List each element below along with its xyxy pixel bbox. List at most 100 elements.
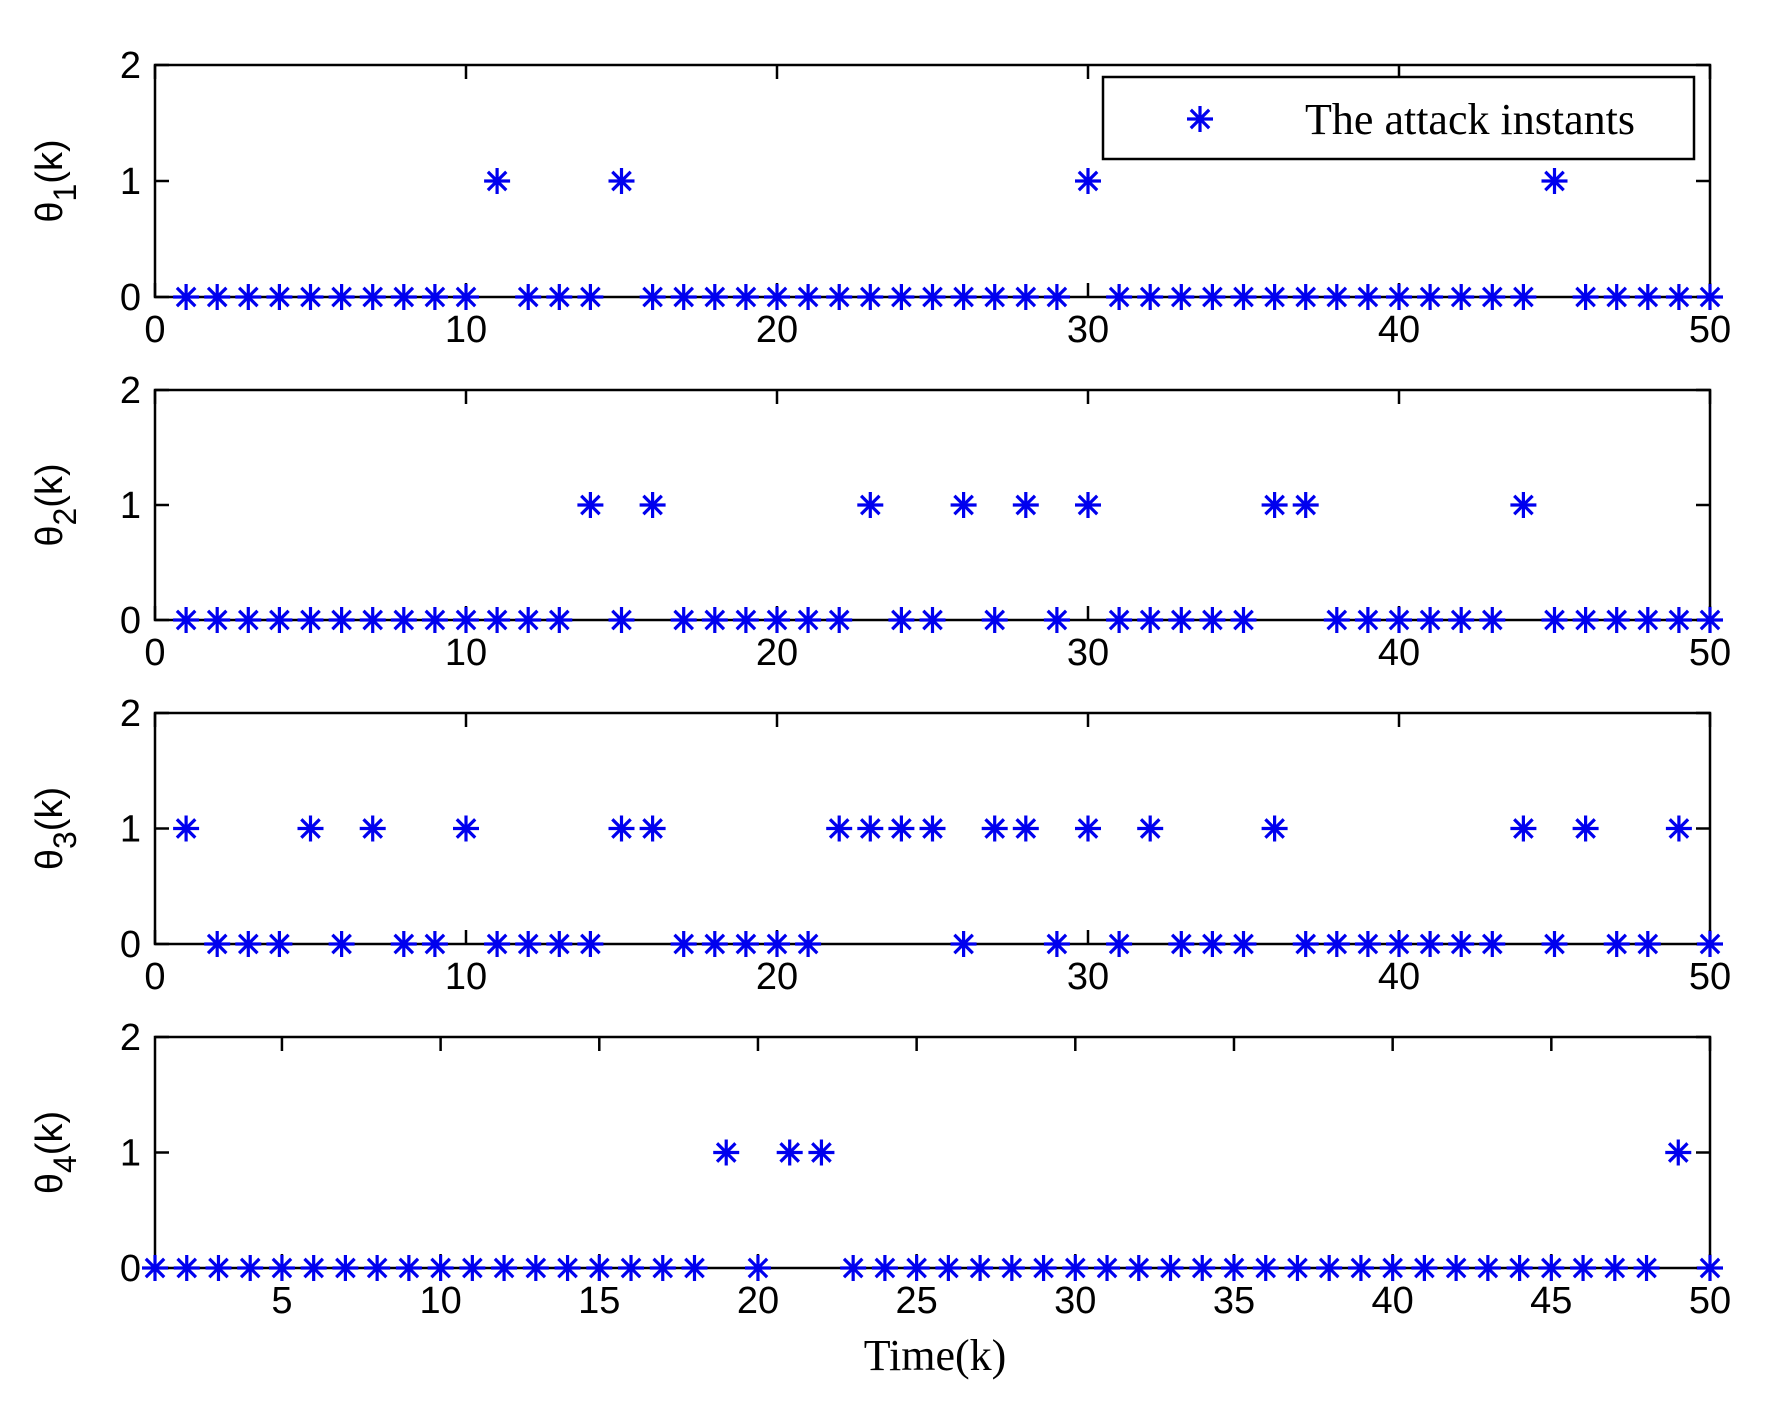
- data-point: [1443, 1255, 1470, 1281]
- data-point: [1043, 284, 1070, 310]
- data-point: [608, 168, 635, 194]
- data-point: [1199, 607, 1226, 633]
- data-point: [1633, 1255, 1660, 1281]
- data-point: [1479, 607, 1506, 633]
- y-tick-label: 1: [120, 809, 141, 851]
- data-point: [266, 607, 293, 633]
- data-point: [888, 815, 915, 842]
- data-point: [204, 607, 231, 633]
- data-point: [764, 284, 790, 310]
- data-point: [608, 815, 635, 842]
- data-point: [840, 1255, 867, 1281]
- x-tick-label: 45: [1530, 1280, 1572, 1322]
- data-point: [1106, 607, 1133, 633]
- data-point: [639, 492, 666, 518]
- series-attack-instants: [173, 815, 1723, 957]
- data-point: [395, 1255, 422, 1281]
- data-point: [649, 1255, 676, 1281]
- data-point: [1323, 607, 1350, 633]
- data-point: [1354, 607, 1381, 633]
- x-tick-label: 0: [144, 309, 165, 351]
- data-point: [1261, 492, 1288, 518]
- data-point: [826, 607, 853, 633]
- x-tick-label: 20: [756, 956, 798, 998]
- data-point: [522, 1255, 549, 1281]
- data-point: [1030, 1255, 1057, 1281]
- data-point: [205, 1255, 232, 1281]
- data-point: [300, 1255, 327, 1281]
- y-tick-label: 0: [120, 277, 141, 319]
- data-point: [297, 284, 324, 310]
- data-point: [950, 284, 977, 310]
- data-point: [1541, 607, 1568, 633]
- data-point: [1261, 284, 1288, 310]
- data-point: [1697, 607, 1723, 633]
- data-point: [328, 284, 355, 310]
- data-point: [1347, 1255, 1374, 1281]
- data-point: [1137, 607, 1164, 633]
- data-point: [1075, 168, 1101, 194]
- data-point: [795, 607, 822, 633]
- data-point: [515, 931, 542, 957]
- data-point: [546, 607, 573, 633]
- x-tick-label: 35: [1213, 1280, 1255, 1322]
- data-point: [1220, 1255, 1247, 1281]
- data-point: [1448, 284, 1475, 310]
- data-point: [1665, 815, 1692, 842]
- data-point: [732, 607, 759, 633]
- legend-marker-glyph: [1187, 106, 1213, 132]
- data-point: [1354, 284, 1381, 310]
- data-point: [1157, 1255, 1184, 1281]
- data-point: [1570, 1255, 1597, 1281]
- data-point: [546, 931, 573, 957]
- data-point: [1012, 284, 1039, 310]
- data-point: [142, 1255, 168, 1281]
- data-point: [1230, 607, 1257, 633]
- data-point: [744, 1255, 771, 1281]
- y-tick-label: 1: [120, 1133, 141, 1175]
- x-tick-label: 25: [895, 1280, 937, 1322]
- data-point: [1386, 284, 1412, 310]
- axes-box: [153, 1035, 1712, 1270]
- data-point: [1125, 1255, 1152, 1281]
- x-tick-label: 0: [144, 956, 165, 998]
- data-point: [266, 931, 293, 957]
- x-tick-label: 5: [271, 1280, 292, 1322]
- x-tick-label: 20: [756, 309, 798, 351]
- data-point: [1665, 284, 1692, 310]
- data-point: [1199, 284, 1226, 310]
- data-point: [981, 607, 1008, 633]
- x-tick-label: 40: [1378, 309, 1420, 351]
- data-point: [871, 1255, 898, 1281]
- data-point: [235, 284, 262, 310]
- data-point: [173, 284, 200, 310]
- data-point: [1252, 1255, 1279, 1281]
- data-point: [1168, 607, 1195, 633]
- data-point: [1506, 1255, 1533, 1281]
- data-point: [204, 931, 231, 957]
- data-point: [1479, 284, 1506, 310]
- data-point: [1230, 284, 1257, 310]
- data-point: [1448, 607, 1475, 633]
- data-point: [1323, 284, 1350, 310]
- data-point: [1292, 931, 1319, 957]
- y-axis-label: θ2(k): [29, 463, 83, 546]
- data-point: [1043, 931, 1070, 957]
- data-point: [427, 1255, 454, 1281]
- data-point: [857, 492, 884, 518]
- data-point: [776, 1139, 803, 1166]
- data-point: [670, 284, 697, 310]
- data-point: [390, 607, 417, 633]
- legend-marker: [1187, 106, 1213, 132]
- data-point: [328, 607, 355, 633]
- x-tick-label: 10: [445, 632, 487, 674]
- data-point: [1292, 492, 1319, 518]
- data-point: [732, 931, 759, 957]
- data-point: [618, 1255, 645, 1281]
- data-point: [1411, 1255, 1438, 1281]
- data-point: [1697, 1255, 1723, 1281]
- data-point: [297, 607, 324, 633]
- x-tick-label: 30: [1067, 632, 1109, 674]
- x-tick-label: 20: [756, 632, 798, 674]
